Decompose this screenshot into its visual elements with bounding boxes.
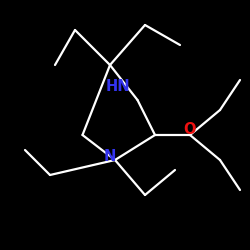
Text: O: O bbox=[184, 122, 196, 138]
Text: HN: HN bbox=[105, 79, 130, 94]
Text: N: N bbox=[104, 149, 116, 164]
